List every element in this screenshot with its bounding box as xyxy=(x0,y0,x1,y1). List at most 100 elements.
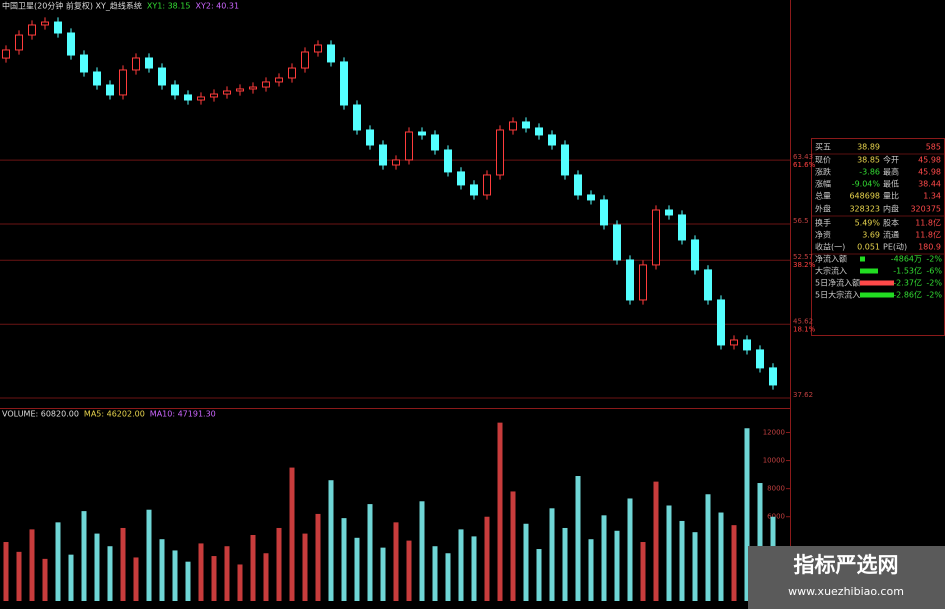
y-tick-label: 52.57 xyxy=(793,253,813,261)
volume-bar xyxy=(29,529,35,601)
y-tick-label: 6000 xyxy=(767,513,785,521)
quote-value: 11.8亿 xyxy=(915,218,941,228)
candle-body xyxy=(639,264,647,301)
level-label: 38.2% xyxy=(793,261,816,269)
volume-bar xyxy=(458,529,464,601)
volume-bar xyxy=(523,523,529,601)
volume-bar xyxy=(16,551,22,601)
quote-label: 涨幅 xyxy=(815,179,831,189)
quote-label: 净资 xyxy=(815,230,831,240)
quote-label: 最低 xyxy=(883,179,899,189)
volume-bar xyxy=(432,546,438,601)
volume-bar xyxy=(120,527,126,601)
volume-bar xyxy=(731,525,737,601)
candle-body xyxy=(405,131,413,161)
volume-bar xyxy=(302,533,308,601)
candle-body xyxy=(678,214,686,241)
candle-body xyxy=(197,96,205,101)
volume-bar xyxy=(744,428,750,601)
candle-body xyxy=(67,32,75,56)
volume-bar xyxy=(172,550,178,601)
volume-bar xyxy=(575,476,581,601)
quote-value: 585 xyxy=(926,143,941,152)
volume-bar xyxy=(68,554,74,601)
candle-body xyxy=(574,174,582,196)
volume-bar xyxy=(705,494,711,601)
y-tick-label: 12000 xyxy=(763,428,785,436)
flow-bar xyxy=(860,280,894,286)
volume-bar xyxy=(263,553,269,601)
candle-body xyxy=(548,134,556,146)
candle-body xyxy=(496,129,504,176)
candle-body xyxy=(249,86,257,90)
watermark-title: 指标严选网 xyxy=(794,553,899,577)
candle-body xyxy=(535,127,543,136)
candle-body xyxy=(28,24,36,36)
candle-body xyxy=(587,194,595,201)
candle-body xyxy=(145,57,153,69)
candle-body xyxy=(509,121,517,131)
flow-label: 5日净流入额 xyxy=(815,278,860,288)
flow-label: 5日大宗流入 xyxy=(815,290,860,300)
candle-body xyxy=(2,49,10,59)
flow-pct: -6% xyxy=(926,267,942,276)
quote-label: 量比 xyxy=(883,191,899,201)
indicator-label: XY1: 38.15 xyxy=(147,2,191,11)
flow-label: 大宗流入 xyxy=(815,266,847,276)
candle-body xyxy=(522,121,530,129)
candle-body xyxy=(158,67,166,86)
volume-bar xyxy=(692,532,698,601)
candle-body xyxy=(184,94,192,101)
volume-bar xyxy=(510,491,516,601)
candle-body xyxy=(275,77,283,83)
candle-body xyxy=(301,51,309,69)
candle-body xyxy=(444,149,452,173)
volume-bar xyxy=(588,539,594,601)
candle-body xyxy=(340,61,348,106)
candle-body xyxy=(613,224,621,261)
volume-bar xyxy=(757,483,763,601)
flow-value: -4864万 xyxy=(891,255,922,264)
flow-value: -1.53亿 xyxy=(893,266,922,276)
quote-value: 45.98 xyxy=(918,156,941,165)
y-tick-label: 63.43 xyxy=(793,153,813,161)
flow-pct: -2% xyxy=(926,291,942,300)
candle-body xyxy=(93,71,101,86)
volume-bar xyxy=(419,501,425,601)
volume-bar xyxy=(211,556,217,601)
flow-bar xyxy=(860,256,865,262)
volume-bar xyxy=(354,537,360,601)
candle-body xyxy=(392,159,400,166)
quote-value: 38.85 xyxy=(857,156,880,165)
candle-body xyxy=(431,134,439,151)
candle-body xyxy=(353,104,361,131)
candle-body xyxy=(236,88,244,92)
panel-title: VOLUME: 60820.00 xyxy=(2,410,79,419)
candle-body xyxy=(717,299,725,346)
volume-bar xyxy=(3,542,9,601)
candle-body xyxy=(119,69,127,96)
candle-body xyxy=(665,209,673,216)
watermark-url: www.xuezhibiao.com xyxy=(788,585,904,598)
quote-label: 流通 xyxy=(883,230,899,240)
level-label: 61.6% xyxy=(793,161,816,169)
y-tick-label: 8000 xyxy=(767,485,785,493)
y-tick-label: 37.62 xyxy=(793,391,813,399)
volume-bar xyxy=(237,564,243,601)
candle-body xyxy=(730,339,738,346)
quote-value: 1.34 xyxy=(923,192,941,201)
quote-label: 最高 xyxy=(883,167,899,177)
quote-value: 328323 xyxy=(849,205,880,214)
volume-bar xyxy=(133,557,139,601)
candle-body xyxy=(171,84,179,96)
quote-label: 外盘 xyxy=(815,204,831,214)
candle-body xyxy=(54,21,62,34)
candle-body xyxy=(756,349,764,369)
quote-value: -3.86 xyxy=(859,168,880,177)
level-label: 18.1% xyxy=(793,325,816,333)
panel-title: 中国卫星(20分钟 前复权) XY_趋线系统 xyxy=(2,1,142,11)
indicator-label: MA5: 46202.00 xyxy=(84,410,145,419)
watermark-box xyxy=(748,546,945,609)
volume-bar xyxy=(484,516,490,601)
